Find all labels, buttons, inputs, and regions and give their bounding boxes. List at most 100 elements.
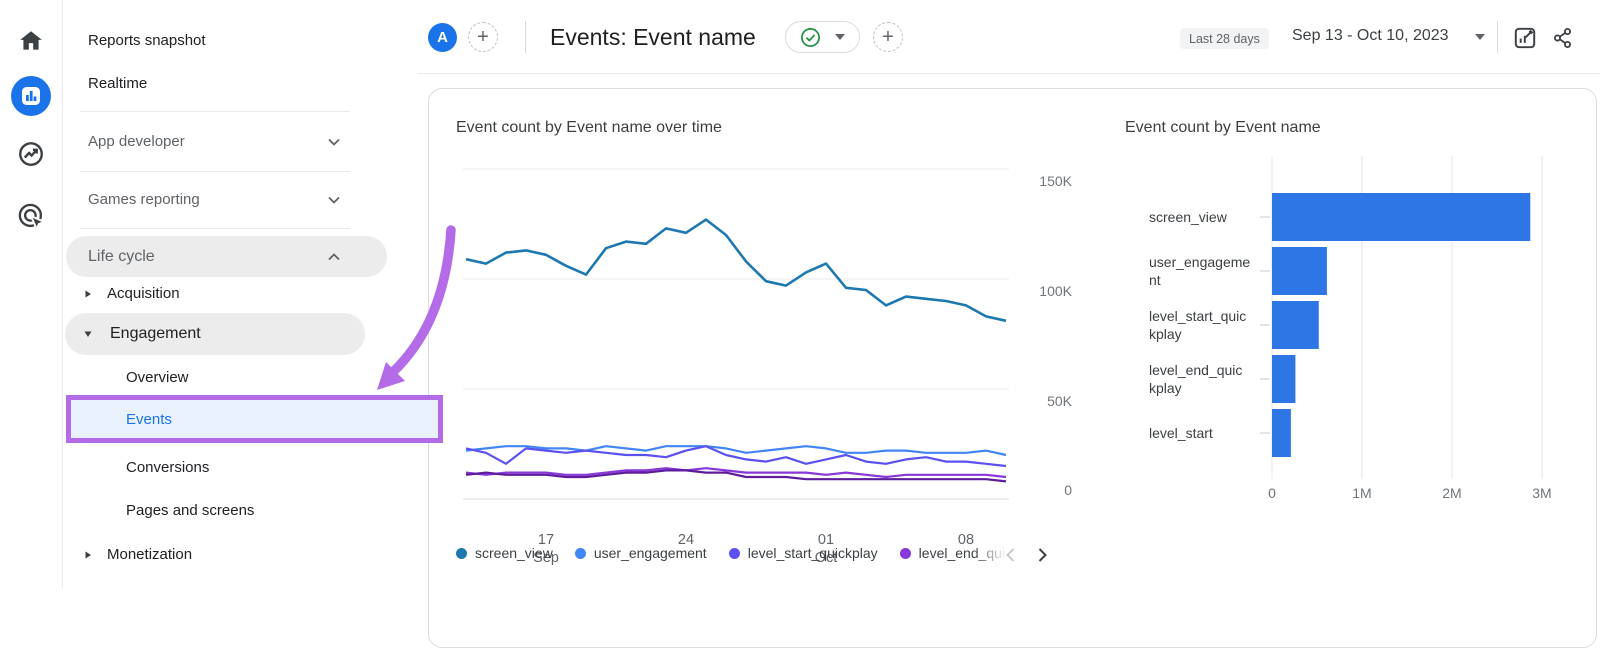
x-tick-label: 0 <box>1268 485 1276 501</box>
chevron-down-icon <box>835 34 845 40</box>
bar-category-label: user_engageme nt <box>1149 254 1251 288</box>
sidebar-item-overview[interactable]: Overview <box>62 356 417 399</box>
advertising-icon <box>16 201 46 231</box>
sidebar-divider <box>80 111 350 112</box>
legend-prev-button[interactable] <box>999 544 1021 566</box>
sidebar-item-games-reporting[interactable]: Games reporting <box>62 178 443 221</box>
sidebar-item-label: Events <box>126 410 172 428</box>
explore-nav-button[interactable] <box>11 134 51 174</box>
line-chart <box>463 168 1009 500</box>
legend-label: screen_view <box>475 545 553 561</box>
share-report-button[interactable] <box>1549 24 1576 51</box>
reports-sidebar: Reports snapshot Realtime App developer … <box>62 0 443 588</box>
bar-category-label: level_start <box>1149 425 1213 441</box>
home-nav-button[interactable] <box>11 21 51 61</box>
report-header: A + Events: Event name + Last 28 days Se… <box>417 0 1600 74</box>
chevron-down-icon[interactable] <box>1475 34 1485 40</box>
sidebar-item-conversions[interactable]: Conversions <box>62 446 417 489</box>
data-quality-pill[interactable] <box>785 21 860 53</box>
plus-icon: + <box>477 25 489 48</box>
sidebar-divider <box>80 228 350 229</box>
sidebar-item-label: Overview <box>126 369 189 386</box>
x-tick-label: 1M <box>1352 485 1372 501</box>
triangle-down-icon <box>84 330 92 338</box>
app-rail <box>0 0 63 588</box>
sidebar-item-acquisition[interactable]: Acquisition <box>62 272 417 315</box>
sidebar-item-label: Engagement <box>110 325 201 342</box>
bar-category-label: level_start_quic kplay <box>1149 308 1247 342</box>
sidebar-item-events[interactable]: Events <box>66 395 443 443</box>
customize-report-button[interactable] <box>1511 24 1538 51</box>
add-report-button[interactable]: + <box>873 22 903 52</box>
x-tick-label: 3M <box>1532 485 1552 501</box>
x-tick-label: 01 Oct <box>814 532 838 566</box>
page-title: Events: Event name <box>550 24 756 50</box>
customize-report-icon <box>1512 25 1538 51</box>
sidebar-item-label: Pages and screens <box>126 502 255 519</box>
y-tick-label: 50K <box>1047 393 1072 409</box>
date-range-chip: Last 28 days <box>1180 28 1269 49</box>
header-divider <box>1497 21 1498 53</box>
sidebar-item-reports-snapshot[interactable]: Reports snapshot <box>62 19 443 62</box>
avatar-letter: A <box>437 29 448 46</box>
sidebar-item-label: App developer <box>88 133 185 150</box>
legend-dot <box>899 547 911 559</box>
sidebar-item-realtime[interactable]: Realtime <box>62 62 443 105</box>
chevron-down-icon <box>328 138 340 146</box>
chevron-up-icon <box>328 252 340 261</box>
home-icon <box>18 28 44 54</box>
report-card: Event count by Event name over time 150K… <box>428 88 1597 648</box>
legend-dot <box>728 547 740 559</box>
triangle-right-icon <box>84 551 92 559</box>
y-tick-label: 0 <box>1064 482 1072 498</box>
sidebar-item-label: Acquisition <box>107 285 180 302</box>
legend-item: user_engagement <box>574 545 707 561</box>
x-tick-label: 17 Sep <box>533 532 559 566</box>
chevron-down-icon <box>328 196 340 204</box>
sidebar-item-monetization[interactable]: Monetization <box>62 533 417 576</box>
header-divider <box>525 21 526 53</box>
plus-icon: + <box>882 25 894 48</box>
sidebar-item-label: Monetization <box>107 546 193 563</box>
sidebar-item-label: Conversions <box>126 459 210 476</box>
legend-label: user_engagement <box>593 545 707 561</box>
legend-item: level_end_quickplay <box>899 545 1007 561</box>
sidebar-item-life-cycle[interactable]: Life cycle <box>66 236 387 277</box>
date-range-selector[interactable]: Sep 13 - Oct 10, 2023 <box>1292 27 1449 44</box>
x-tick-label: 2M <box>1442 485 1462 501</box>
line-chart-title: Event count by Event name over time <box>456 119 722 136</box>
legend-label: level_end_quickplay <box>918 545 1007 561</box>
sidebar-item-label: Realtime <box>88 75 148 92</box>
advertising-nav-button[interactable] <box>11 196 51 236</box>
x-tick-label: 08 <box>957 532 975 548</box>
reports-icon <box>19 84 43 108</box>
bar-category-label: screen_view <box>1149 209 1227 225</box>
check-circle-icon <box>800 27 821 48</box>
add-comparison-button[interactable]: + <box>468 22 498 52</box>
y-tick-label: 100K <box>1039 283 1072 299</box>
sidebar-divider <box>80 171 350 172</box>
share-icon <box>1551 26 1575 50</box>
legend-dot <box>456 547 467 559</box>
legend-item: screen_view <box>456 545 553 561</box>
legend-next-button[interactable] <box>1031 544 1053 566</box>
sidebar-item-app-developer[interactable]: App developer <box>62 120 443 163</box>
bar-chart-title: Event count by Event name <box>1125 119 1321 136</box>
y-tick-label: 150K <box>1039 173 1072 189</box>
sidebar-item-pages-and-screens[interactable]: Pages and screens <box>62 489 417 532</box>
sidebar-item-engagement[interactable]: Engagement <box>65 313 365 355</box>
reports-nav-button[interactable] <box>11 76 51 116</box>
legend-dot <box>574 547 586 559</box>
line-chart-legend: screen_view user_engagement level_start_qu… <box>456 545 1007 561</box>
legend-item: level_start_quickplay <box>728 545 878 561</box>
sidebar-item-label: Games reporting <box>88 191 200 208</box>
bar-chart <box>1260 156 1543 479</box>
explore-icon <box>16 139 46 169</box>
bar-category-label: level_end_quic kplay <box>1149 362 1243 396</box>
property-avatar[interactable]: A <box>428 23 457 52</box>
legend-label: level_start_quickplay <box>747 545 878 561</box>
triangle-right-icon <box>84 290 92 298</box>
x-tick-label: 24 <box>677 532 695 548</box>
sidebar-item-label: Reports snapshot <box>88 32 206 49</box>
sidebar-item-label: Life cycle <box>88 247 155 265</box>
